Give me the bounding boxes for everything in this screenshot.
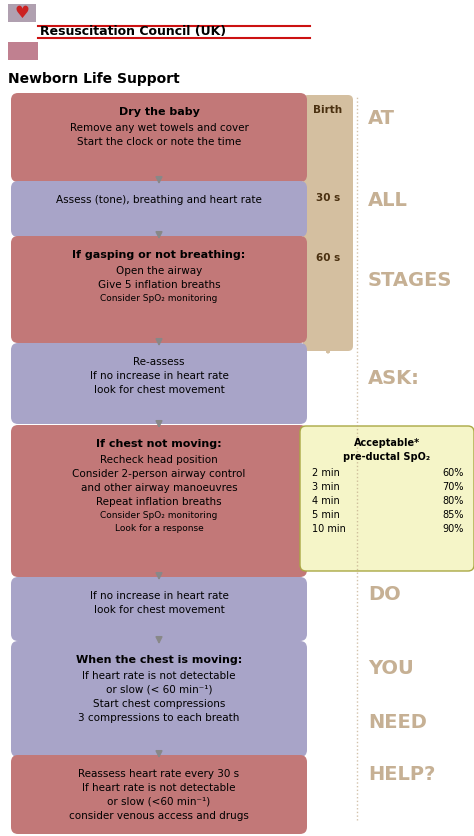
- Text: 3 min: 3 min: [312, 482, 340, 492]
- Text: AT: AT: [368, 109, 395, 128]
- Text: If chest not moving:: If chest not moving:: [96, 439, 222, 449]
- Text: Resuscitation Council (UK): Resuscitation Council (UK): [40, 26, 226, 38]
- Text: ♥: ♥: [15, 4, 29, 22]
- Text: 3 compressions to each breath: 3 compressions to each breath: [78, 713, 240, 723]
- FancyBboxPatch shape: [11, 577, 307, 641]
- Text: Start the clock or note the time: Start the clock or note the time: [77, 137, 241, 147]
- Text: or slow (<60 min⁻¹): or slow (<60 min⁻¹): [108, 797, 210, 807]
- Text: 60 s: 60 s: [316, 253, 340, 263]
- Text: ASK:: ASK:: [368, 369, 420, 388]
- Text: YOU: YOU: [368, 659, 414, 677]
- Text: Remove any wet towels and cover: Remove any wet towels and cover: [70, 123, 248, 133]
- FancyBboxPatch shape: [11, 343, 307, 424]
- Text: 2 min: 2 min: [312, 468, 340, 478]
- Text: look for chest movement: look for chest movement: [94, 385, 224, 395]
- FancyBboxPatch shape: [11, 755, 307, 834]
- Text: Look for a response: Look for a response: [115, 524, 203, 533]
- Text: consider venous access and drugs: consider venous access and drugs: [69, 811, 249, 821]
- Text: Give 5 inflation breaths: Give 5 inflation breaths: [98, 280, 220, 290]
- Text: Consider 2-person airway control: Consider 2-person airway control: [73, 469, 246, 479]
- Text: 70%: 70%: [443, 482, 464, 492]
- Text: Repeat inflation breaths: Repeat inflation breaths: [96, 497, 222, 507]
- Text: look for chest movement: look for chest movement: [94, 605, 224, 615]
- Text: 30 s: 30 s: [316, 193, 340, 203]
- FancyBboxPatch shape: [8, 42, 38, 60]
- Text: Dry the baby: Dry the baby: [118, 107, 200, 117]
- Text: Acceptable*: Acceptable*: [354, 438, 420, 448]
- Text: Start chest compressions: Start chest compressions: [93, 699, 225, 709]
- FancyBboxPatch shape: [11, 236, 307, 343]
- Text: DO: DO: [368, 585, 401, 604]
- Text: If gasping or not breathing:: If gasping or not breathing:: [73, 250, 246, 260]
- Text: Re-assess: Re-assess: [133, 357, 185, 367]
- Text: Newborn Life Support: Newborn Life Support: [8, 72, 180, 86]
- Text: pre-ductal SpO₂: pre-ductal SpO₂: [344, 452, 430, 462]
- Text: When the chest is moving:: When the chest is moving:: [76, 655, 242, 665]
- Text: or slow (< 60 min⁻¹): or slow (< 60 min⁻¹): [106, 685, 212, 695]
- Text: If no increase in heart rate: If no increase in heart rate: [90, 591, 228, 601]
- Text: 85%: 85%: [443, 510, 464, 520]
- FancyBboxPatch shape: [11, 93, 307, 182]
- Text: 80%: 80%: [443, 496, 464, 506]
- Text: NEED: NEED: [368, 712, 427, 732]
- Text: If heart rate is not detectable: If heart rate is not detectable: [82, 783, 236, 793]
- Text: Recheck head position: Recheck head position: [100, 455, 218, 465]
- FancyBboxPatch shape: [11, 181, 307, 237]
- FancyBboxPatch shape: [8, 4, 36, 22]
- Text: 60%: 60%: [443, 468, 464, 478]
- Text: Open the airway: Open the airway: [116, 266, 202, 276]
- Text: 90%: 90%: [443, 524, 464, 534]
- Text: Birth: Birth: [313, 105, 343, 115]
- Text: Assess (tone), breathing and heart rate: Assess (tone), breathing and heart rate: [56, 195, 262, 205]
- Text: 4 min: 4 min: [312, 496, 340, 506]
- Text: STAGES: STAGES: [368, 271, 452, 289]
- Text: ALL: ALL: [368, 191, 408, 210]
- Text: If no increase in heart rate: If no increase in heart rate: [90, 371, 228, 381]
- Text: 10 min: 10 min: [312, 524, 346, 534]
- FancyBboxPatch shape: [11, 641, 307, 757]
- Text: 5 min: 5 min: [312, 510, 340, 520]
- Text: and other airway manoeuvres: and other airway manoeuvres: [81, 483, 237, 493]
- Text: HELP?: HELP?: [368, 766, 436, 784]
- Text: Reassess heart rate every 30 s: Reassess heart rate every 30 s: [78, 769, 239, 779]
- Text: If heart rate is not detectable: If heart rate is not detectable: [82, 671, 236, 681]
- FancyBboxPatch shape: [11, 425, 307, 577]
- Text: Consider SpO₂ monitoring: Consider SpO₂ monitoring: [100, 511, 218, 520]
- FancyBboxPatch shape: [303, 95, 353, 351]
- Text: Consider SpO₂ monitoring: Consider SpO₂ monitoring: [100, 294, 218, 303]
- FancyBboxPatch shape: [300, 426, 474, 571]
